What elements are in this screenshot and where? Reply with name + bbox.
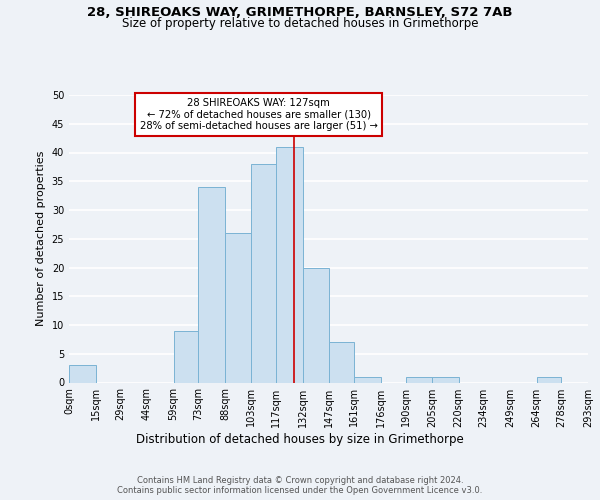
Bar xyxy=(276,147,303,382)
Bar xyxy=(69,365,95,382)
Bar xyxy=(303,268,329,382)
Text: Contains HM Land Registry data © Crown copyright and database right 2024.: Contains HM Land Registry data © Crown c… xyxy=(137,476,463,485)
Text: Distribution of detached houses by size in Grimethorpe: Distribution of detached houses by size … xyxy=(136,432,464,446)
Bar xyxy=(225,233,251,382)
Text: 28, SHIREOAKS WAY, GRIMETHORPE, BARNSLEY, S72 7AB: 28, SHIREOAKS WAY, GRIMETHORPE, BARNSLEY… xyxy=(87,6,513,19)
Bar xyxy=(329,342,354,382)
Bar xyxy=(354,377,381,382)
Bar xyxy=(406,377,432,382)
Text: 28 SHIREOAKS WAY: 127sqm
← 72% of detached houses are smaller (130)
28% of semi-: 28 SHIREOAKS WAY: 127sqm ← 72% of detach… xyxy=(140,98,377,131)
Text: Size of property relative to detached houses in Grimethorpe: Size of property relative to detached ho… xyxy=(122,18,478,30)
Y-axis label: Number of detached properties: Number of detached properties xyxy=(36,151,46,326)
Bar xyxy=(173,331,199,382)
Bar xyxy=(432,377,458,382)
Bar xyxy=(251,164,276,382)
Bar xyxy=(199,187,225,382)
Bar xyxy=(536,377,562,382)
Text: Contains public sector information licensed under the Open Government Licence v3: Contains public sector information licen… xyxy=(118,486,482,495)
